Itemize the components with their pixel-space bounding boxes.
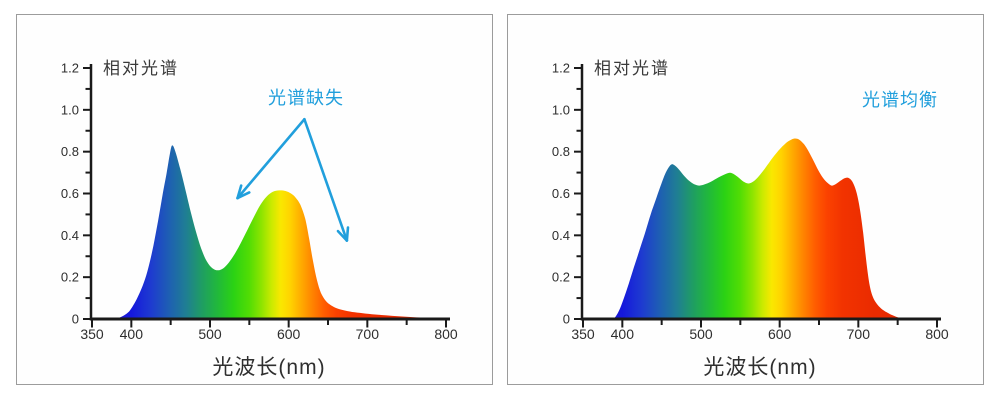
y-tick-label: 0.4: [552, 228, 570, 243]
x-tick-label: 800: [925, 326, 949, 342]
x-tick-label: 700: [356, 326, 380, 342]
x-tick-label: 500: [689, 326, 713, 342]
y-tick-label: 1.0: [61, 102, 79, 117]
spectrum-chart-balanced: 350 400 500 600 700 800 0 0.2 0.4 0.6 0.8 1.0 1.2: [552, 61, 949, 343]
x-axis-label: 光波长(nm): [703, 356, 817, 379]
y-tick-label: 0: [563, 312, 570, 327]
y-tick-label: 0.2: [61, 270, 79, 285]
x-tick-label: 400: [120, 326, 144, 342]
chart-title: 相对光谱: [594, 59, 670, 78]
spectrum-area: [613, 138, 908, 319]
x-tick-label: 600: [768, 326, 792, 342]
y-tick-label: 1.2: [61, 61, 79, 76]
y-tick-label: 1.0: [552, 102, 570, 117]
x-tick-label: 500: [198, 326, 222, 342]
annotation-arrow: [236, 117, 306, 200]
x-tick-label: 400: [611, 326, 635, 342]
y-tick-label: 0.8: [552, 144, 570, 159]
x-axis-label: 光波长(nm): [212, 356, 326, 379]
x-tick-label: 600: [277, 326, 301, 342]
spectrum-panel-balanced: 350 400 500 600 700 800 0 0.2 0.4 0.6 0.8 1.0 1.2 相对…: [507, 14, 984, 385]
y-tick-label: 0.6: [552, 186, 570, 201]
x-tick-label: 350: [571, 326, 595, 342]
y-tick-label: 0.6: [61, 186, 79, 201]
y-tick-label: 0: [72, 312, 79, 327]
spectrum-chart-deficient: 350 400 500 600 700 800 0 0.2 0.4 0.6 0.8 1.0 1.2: [61, 61, 458, 343]
y-tick-label: 0.8: [61, 144, 79, 159]
y-tick-label: 1.2: [552, 61, 570, 76]
annotation-spectrum-missing: 光谱缺失: [267, 88, 344, 109]
annotation-arrow: [303, 117, 350, 242]
annotation-spectrum-balanced: 光谱均衡: [862, 90, 939, 111]
chart-title: 相对光谱: [103, 59, 179, 78]
y-tick-label: 0.4: [61, 228, 79, 243]
x-tick-label: 350: [80, 326, 104, 342]
x-tick-label: 800: [434, 326, 458, 342]
spectrum-area: [115, 145, 445, 319]
y-tick-label: 0.2: [552, 270, 570, 285]
x-tick-label: 700: [847, 326, 871, 342]
spectrum-panel-deficient: 350 400 500 600 700 800 0 0.2 0.4 0.6 0.8 1.0 1.2 相对…: [16, 14, 493, 385]
